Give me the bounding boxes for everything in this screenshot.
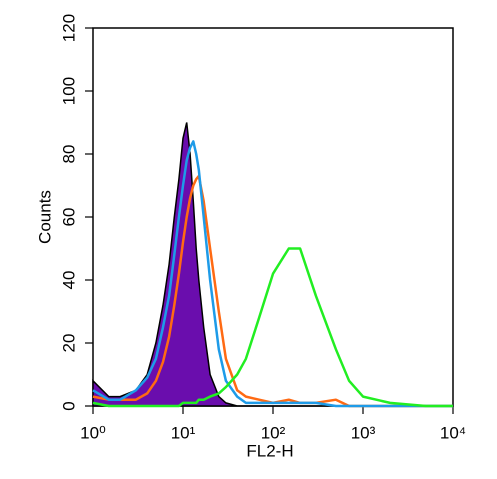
y-tick-label: 80 (59, 145, 78, 164)
x-tick-label: 10³ (351, 423, 376, 442)
filled-histogram (92, 122, 453, 407)
x-tick-label: 10² (261, 423, 286, 442)
histogram-line (92, 247, 453, 408)
x-tick-label: 10⁰ (80, 423, 106, 442)
x-axis-label: FL2-H (246, 441, 293, 460)
y-tick-label: 60 (59, 208, 78, 227)
histogram-line (92, 140, 453, 408)
x-tick-label: 10⁴ (440, 423, 466, 442)
y-axis-label: Counts (35, 190, 54, 244)
y-tick-label: 40 (59, 271, 78, 290)
y-tick-label: 120 (59, 14, 78, 42)
y-tick-label: 100 (59, 77, 78, 105)
y-tick-label: 0 (59, 401, 78, 410)
x-tick-label: 10¹ (171, 423, 196, 442)
plot-frame (92, 27, 454, 407)
histogram-line (92, 174, 453, 408)
y-tick-label: 20 (59, 334, 78, 353)
